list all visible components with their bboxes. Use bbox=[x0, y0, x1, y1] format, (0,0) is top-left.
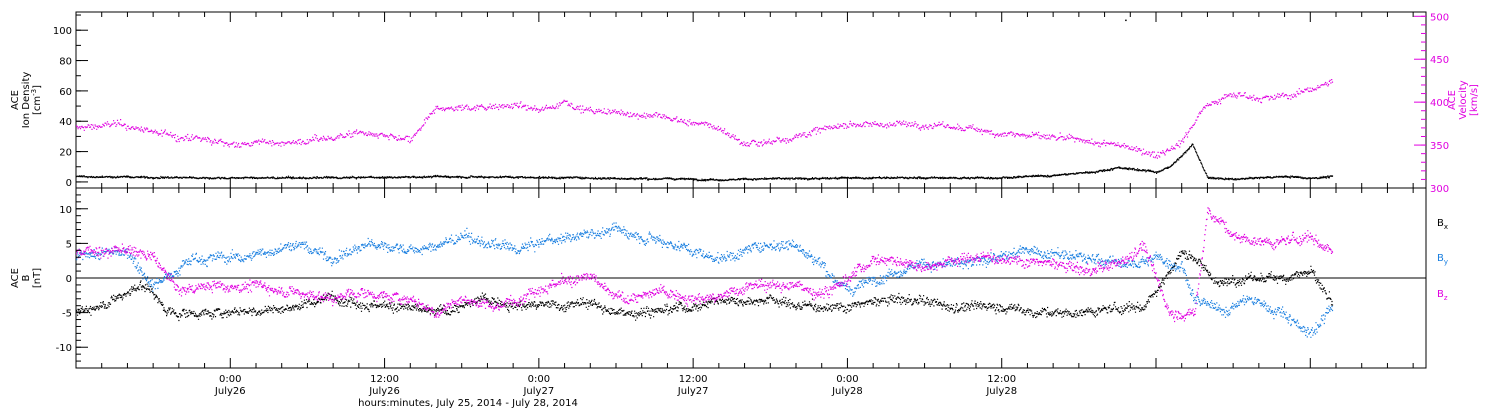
density-axis-label-line: ACE bbox=[10, 90, 21, 110]
density-axis-label-suffix: ] bbox=[32, 85, 43, 89]
velocity-axis-label: ACEVelocity[km/s] bbox=[1447, 80, 1480, 119]
x-tick-time: 0:00 bbox=[836, 374, 858, 385]
density-axis-label: ACEIon Density[cm-3] bbox=[10, 72, 43, 129]
legend-x: Bx bbox=[1437, 218, 1448, 231]
b-axis-label-line: B bbox=[21, 274, 32, 281]
legend-subscript: y bbox=[1444, 258, 1448, 266]
x-tick-time: 12:00 bbox=[370, 374, 399, 385]
density-tick-label: 80 bbox=[59, 57, 72, 68]
by-series bbox=[76, 222, 1334, 338]
b-tick-label: 5 bbox=[66, 239, 72, 250]
legend-subscript: z bbox=[1444, 294, 1448, 302]
legend-symbol: B bbox=[1437, 253, 1444, 264]
legend-y: By bbox=[1437, 253, 1448, 266]
x-axis-title: hours:minutes, July 25, 2014 - July 28, … bbox=[358, 398, 578, 409]
density-tick-label: 40 bbox=[59, 117, 72, 128]
b-tick-label: -10 bbox=[56, 343, 72, 354]
x-tick-date: July26 bbox=[214, 386, 246, 397]
legend-symbol: B bbox=[1437, 289, 1444, 300]
bz-series-points bbox=[76, 207, 1334, 323]
legend-symbol: B bbox=[1437, 218, 1444, 229]
x-tick-date: July28 bbox=[985, 386, 1017, 397]
x-tick-date: July28 bbox=[831, 386, 863, 397]
velocity-tick-label: 500 bbox=[1430, 12, 1449, 23]
legend-subscript: x bbox=[1444, 223, 1448, 231]
density-tick-label: 100 bbox=[53, 26, 72, 37]
density-axis-label-line: [cm-3] bbox=[30, 85, 43, 115]
b-tick-label: -5 bbox=[62, 309, 72, 320]
velocity-axis-label-line: Velocity bbox=[1458, 80, 1469, 119]
density-tick-label: 0 bbox=[66, 178, 72, 189]
velocity-tick-label: 300 bbox=[1430, 184, 1449, 195]
by-series-points bbox=[76, 222, 1334, 338]
x-tick-time: 0:00 bbox=[528, 374, 550, 385]
density-series bbox=[76, 143, 1334, 182]
velocity-axis-label-line: ACE bbox=[1447, 90, 1458, 110]
x-tick-date: July26 bbox=[368, 386, 400, 397]
density-outlier-0 bbox=[1125, 19, 1127, 22]
velocity-tick-label: 350 bbox=[1430, 141, 1449, 152]
velocity-series bbox=[76, 79, 1334, 159]
b-axis-label: ACEB[nT] bbox=[10, 268, 43, 288]
density-axis-label-superscript: -3 bbox=[30, 89, 38, 96]
top-frame bbox=[75, 11, 1427, 189]
b-axis-label-line: [nT] bbox=[32, 268, 43, 288]
x-axis: 0:00July2612:00July260:00July2712:00July… bbox=[75, 12, 1414, 397]
density-axis-label-line: Ion Density bbox=[21, 72, 32, 129]
b-tick-label: 10 bbox=[59, 205, 72, 216]
velocity-series-points bbox=[76, 79, 1334, 159]
b-axis-label-line: ACE bbox=[10, 268, 21, 288]
density-tick-label: 20 bbox=[59, 148, 72, 159]
density-series-points bbox=[76, 143, 1334, 182]
legend-z: Bz bbox=[1437, 289, 1448, 302]
velocity-tick-label: 450 bbox=[1430, 55, 1449, 66]
x-tick-time: 12:00 bbox=[679, 374, 708, 385]
bz-series bbox=[76, 207, 1334, 323]
b-tick-label: 0 bbox=[66, 274, 72, 285]
velocity-tick-label: 400 bbox=[1430, 98, 1449, 109]
velocity-axis-label-line: [km/s] bbox=[1469, 84, 1480, 116]
x-tick-time: 0:00 bbox=[219, 374, 241, 385]
x-tick-date: July27 bbox=[522, 386, 554, 397]
x-tick-date: July27 bbox=[677, 386, 709, 397]
x-tick-time: 12:00 bbox=[987, 374, 1016, 385]
density-tick-label: 60 bbox=[59, 87, 72, 98]
